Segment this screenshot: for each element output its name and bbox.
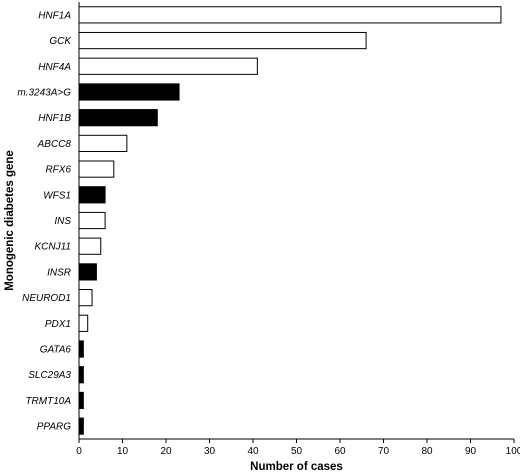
bar-hnf4a [78, 57, 258, 75]
bar-rfx6 [78, 160, 115, 178]
category-label-rfx6: RFX6 [45, 165, 71, 176]
category-label-hnf4a: HNF4A [38, 62, 71, 73]
category-label-pdx1: PDX1 [45, 319, 71, 330]
category-label-trmt10a: TRMT10A [25, 396, 71, 407]
category-label-abcc8: ABCC8 [37, 139, 72, 150]
category-label-slc29a3: SLC29A3 [28, 370, 71, 381]
category-label-neurod1: NEUROD1 [22, 293, 71, 304]
x-axis-title: Number of cases [250, 461, 343, 473]
bar-gck [78, 31, 367, 50]
bar-pparg [78, 417, 84, 435]
category-label-ins: INS [54, 216, 71, 227]
x-tick-label-40: 40 [247, 446, 259, 457]
x-tick-label-30: 30 [204, 446, 216, 457]
x-tick-label-80: 80 [421, 446, 433, 457]
bar-wfs1 [78, 186, 106, 204]
category-label-pparg: PPARG [37, 422, 71, 433]
bar-kcnj11 [78, 237, 102, 255]
bars-group [78, 6, 502, 435]
x-tick-label-20: 20 [160, 446, 172, 457]
bar-slc29a3 [78, 366, 84, 384]
category-labels: HNF1A GCK HNF4A m.3243A>G HNF1B ABCC8 RFX6 WFS1… [17, 10, 72, 432]
x-tick-label-0: 0 [76, 446, 82, 457]
category-label-gck: GCK [49, 36, 72, 47]
x-tick-label-70: 70 [378, 446, 390, 457]
category-label-gata6: GATA6 [40, 345, 72, 356]
bar-gata6 [78, 340, 84, 358]
bar-m-3243a-g [78, 83, 180, 101]
axes-group: 0 10 20 30 40 50 60 70 80 90 100 [76, 2, 520, 457]
x-tick-label-10: 10 [117, 446, 129, 457]
category-label-wfs1: WFS1 [43, 190, 71, 201]
bar-hnf1a [78, 6, 502, 24]
bar-trmt10a [78, 391, 84, 410]
category-label-m-3243a-g: m.3243A>G [17, 87, 71, 98]
category-label-insr: INSR [47, 267, 71, 278]
x-tick-label-60: 60 [334, 446, 346, 457]
bar-neurod1 [78, 289, 93, 307]
bar-abcc8 [78, 134, 128, 152]
bar-insr [78, 263, 97, 281]
x-tick-label-100: 100 [506, 446, 520, 457]
category-label-hnf1b: HNF1B [38, 113, 71, 124]
bar-ins [78, 211, 106, 230]
category-label-kcnj11: KCNJ11 [35, 242, 72, 253]
bar-hnf1b [78, 109, 158, 127]
bar-pdx1 [78, 314, 89, 332]
x-tick-label-90: 90 [465, 446, 477, 457]
x-tick-label-50: 50 [291, 446, 303, 457]
y-axis-title: Monogenic diabetes gene [4, 150, 16, 291]
category-label-hnf1a: HNF1A [38, 10, 71, 21]
